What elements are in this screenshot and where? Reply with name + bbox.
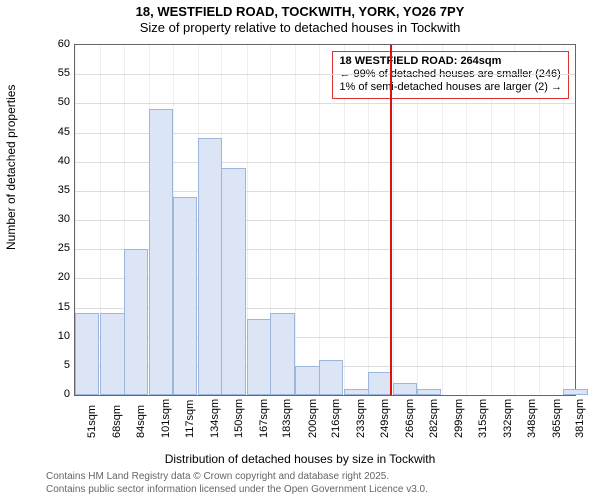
x-tick-label: 348sqm [526, 399, 538, 438]
x-tick-label: 117sqm [184, 400, 196, 438]
x-tick-label: 315sqm [477, 399, 489, 438]
gridline-h [75, 74, 575, 75]
x-tick-label: 282sqm [428, 399, 440, 438]
histogram-bar [393, 383, 417, 395]
x-tick-label: 84sqm [135, 405, 147, 438]
x-tick-label: 167sqm [258, 399, 270, 438]
credit-line2: Contains public sector information licen… [46, 484, 428, 497]
y-tick-label: 45 [34, 126, 70, 138]
y-tick-label: 30 [34, 213, 70, 225]
y-tick-label: 40 [34, 155, 70, 167]
y-axis-label: Number of detached properties [4, 85, 18, 250]
plot-area: 18 WESTFIELD ROAD: 264sqm ← 99% of detac… [74, 44, 576, 396]
histogram-bar [563, 389, 587, 395]
x-tick-label: 216sqm [330, 399, 342, 438]
x-tick-label: 332sqm [502, 399, 514, 438]
y-tick-label: 10 [34, 330, 70, 342]
x-tick-label: 51sqm [86, 405, 98, 438]
histogram-bar [75, 313, 99, 395]
histogram-bar [100, 313, 124, 395]
histogram-bar [319, 360, 343, 395]
credit-line1: Contains HM Land Registry data © Crown c… [46, 471, 428, 484]
y-tick-label: 50 [34, 96, 70, 108]
x-tick-label: 134sqm [209, 399, 221, 438]
histogram-bar [173, 197, 197, 395]
histogram-bar [417, 389, 441, 395]
histogram-bar [270, 313, 294, 395]
histogram-bar [368, 372, 392, 395]
histogram-bar [149, 109, 173, 395]
chart-subtitle: Size of property relative to detached ho… [0, 20, 600, 35]
y-tick-label: 15 [34, 301, 70, 313]
annotation-line1: 18 WESTFIELD ROAD: 264sqm [339, 55, 562, 68]
y-tick-label: 0 [34, 388, 70, 400]
y-tick-label: 25 [34, 242, 70, 254]
x-axis-label: Distribution of detached houses by size … [0, 452, 600, 466]
y-tick-label: 55 [34, 67, 70, 79]
chart-container: 18, WESTFIELD ROAD, TOCKWITH, YORK, YO26… [0, 0, 600, 500]
histogram-bar [124, 249, 148, 395]
marker-line [390, 45, 392, 395]
gridline-h [75, 103, 575, 104]
x-tick-label: 299sqm [453, 399, 465, 438]
y-tick-label: 60 [34, 38, 70, 50]
chart-title: 18, WESTFIELD ROAD, TOCKWITH, YORK, YO26… [0, 4, 600, 19]
x-tick-label: 150sqm [233, 399, 245, 438]
histogram-bar [198, 138, 222, 395]
x-tick-label: 101sqm [160, 399, 172, 438]
x-tick-label: 266sqm [404, 399, 416, 438]
x-tick-label: 365sqm [551, 399, 563, 438]
y-tick-label: 35 [34, 184, 70, 196]
y-tick-label: 20 [34, 271, 70, 283]
histogram-bar [295, 366, 319, 395]
credit-text: Contains HM Land Registry data © Crown c… [46, 471, 428, 496]
y-tick-label: 5 [34, 359, 70, 371]
x-tick-label: 183sqm [281, 399, 293, 438]
histogram-bar [247, 319, 271, 395]
x-tick-label: 200sqm [307, 399, 319, 438]
x-tick-label: 233sqm [355, 399, 367, 438]
histogram-bar [221, 168, 245, 396]
x-tick-label: 381sqm [574, 399, 586, 438]
histogram-bar [344, 389, 368, 395]
x-tick-label: 249sqm [379, 399, 391, 438]
annotation-line3: 1% of semi-detached houses are larger (2… [339, 81, 562, 94]
x-tick-label: 68sqm [111, 405, 123, 438]
